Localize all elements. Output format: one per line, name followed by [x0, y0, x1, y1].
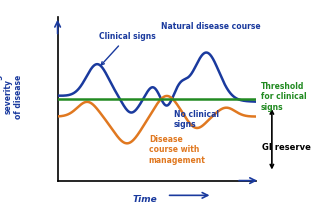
Text: Time: Time	[133, 195, 157, 204]
Text: Threshold
for clinical
signs: Threshold for clinical signs	[261, 82, 307, 112]
Text: No clinical
signs: No clinical signs	[174, 110, 219, 129]
Text: Clinical signs: Clinical signs	[99, 32, 156, 65]
Text: Disease
course with
management: Disease course with management	[149, 135, 206, 165]
Text: GI reserve: GI reserve	[262, 143, 311, 151]
Text: Natural disease course: Natural disease course	[161, 22, 260, 31]
Text: Increasing
severity
of disease: Increasing severity of disease	[0, 74, 23, 119]
